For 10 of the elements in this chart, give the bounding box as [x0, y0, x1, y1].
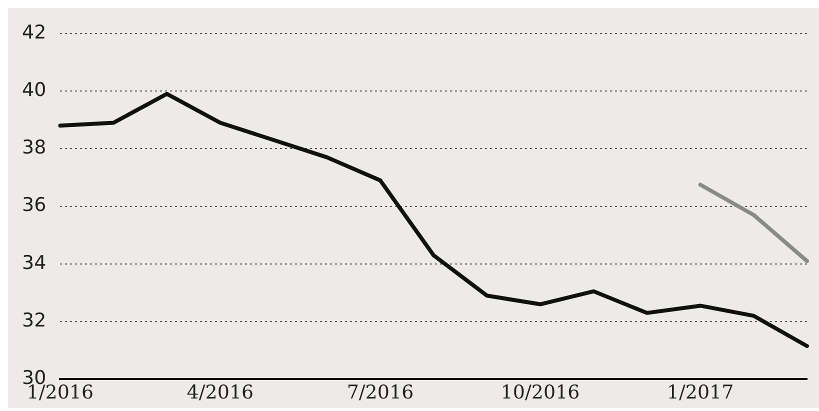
x-tick-label: 4/2016 [186, 382, 254, 404]
x-tick-label: 10/2016 [500, 382, 580, 404]
x-tick-label: 7/2016 [346, 382, 414, 404]
y-tick-label: 34 [22, 252, 46, 274]
y-tick-label: 36 [22, 194, 46, 216]
y-tick-label: 38 [22, 136, 46, 159]
y-tick-label: 40 [22, 78, 46, 101]
y-tick-label: 32 [22, 310, 46, 332]
y-tick-label: 42 [22, 21, 46, 44]
x-tick-label: 1/2017 [666, 382, 734, 404]
